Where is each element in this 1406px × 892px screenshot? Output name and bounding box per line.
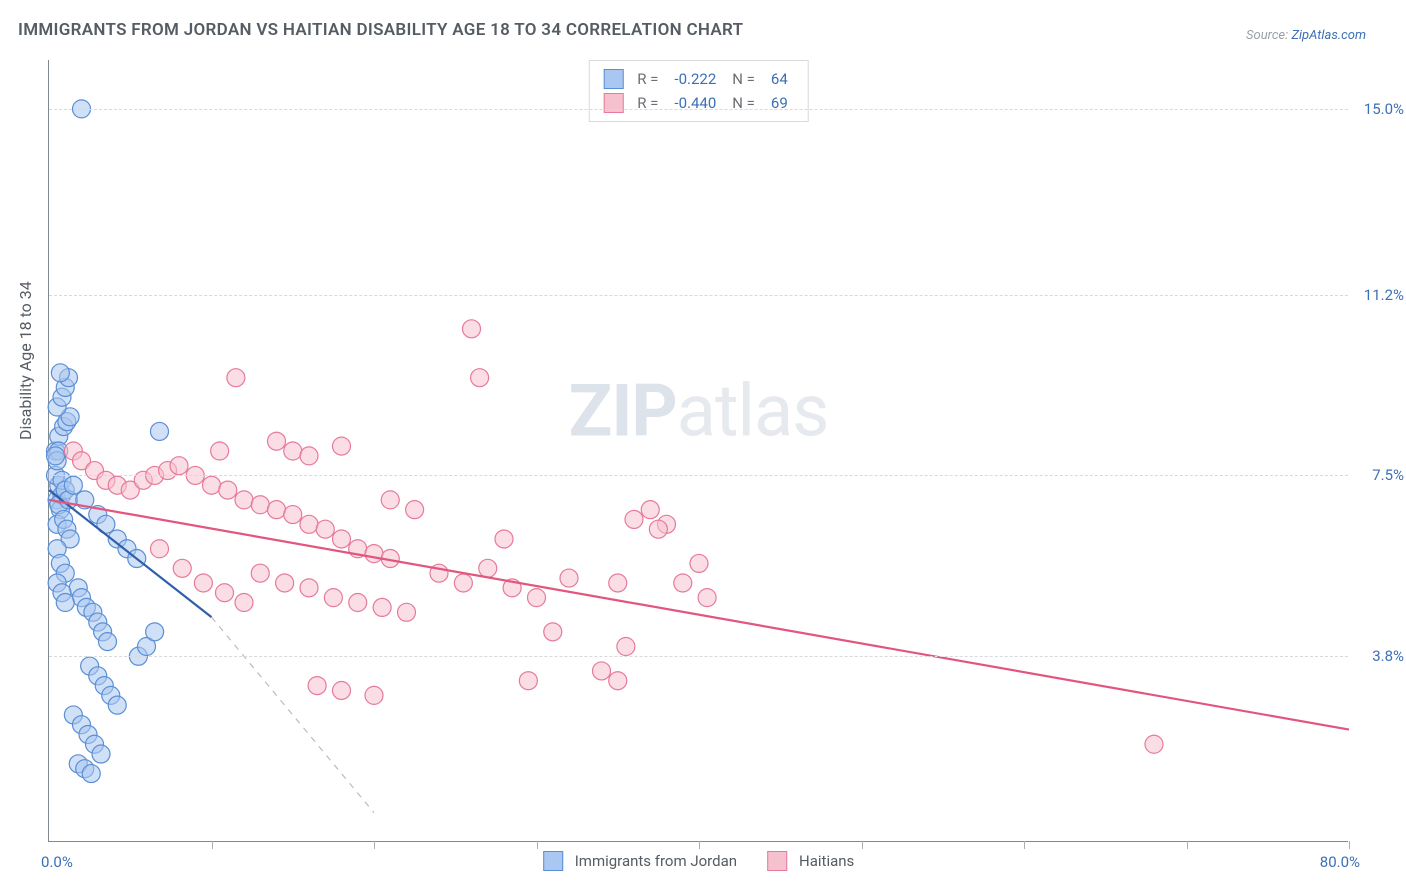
- point-jordan: [47, 447, 65, 465]
- point-haitians: [284, 442, 302, 460]
- x-tick: [862, 841, 863, 849]
- point-haitians: [609, 574, 627, 592]
- gridline: [49, 109, 1348, 110]
- source-credit: Source: ZipAtlas.com: [1246, 28, 1366, 43]
- point-jordan: [64, 476, 82, 494]
- point-haitians: [219, 481, 237, 499]
- source-label: Source:: [1246, 28, 1288, 43]
- point-haitians: [641, 501, 659, 519]
- point-haitians: [276, 574, 294, 592]
- plot-area: ZIPatlas R = -0.222 N = 64 R = -0.440 N …: [48, 60, 1348, 842]
- x-tick: [1024, 841, 1025, 849]
- gridline: [49, 656, 1348, 657]
- point-jordan: [56, 594, 74, 612]
- point-haitians: [544, 623, 562, 641]
- point-haitians: [674, 574, 692, 592]
- point-haitians: [251, 496, 269, 514]
- x-tick: [1349, 841, 1350, 849]
- point-haitians: [300, 447, 318, 465]
- regression-extrapolation-jordan: [212, 617, 375, 813]
- x-tick: [699, 841, 700, 849]
- point-haitians: [479, 559, 497, 577]
- point-haitians: [211, 442, 229, 460]
- point-haitians: [300, 515, 318, 533]
- point-haitians: [349, 594, 367, 612]
- point-haitians: [300, 579, 318, 597]
- point-haitians: [151, 540, 169, 558]
- x-min-label: 0.0%: [41, 853, 73, 871]
- point-haitians: [698, 589, 716, 607]
- source-link[interactable]: ZipAtlas.com: [1291, 28, 1366, 43]
- point-haitians: [495, 530, 513, 548]
- point-haitians: [365, 545, 383, 563]
- legend-item-jordan: Immigrants from Jordan: [543, 851, 737, 871]
- point-haitians: [649, 520, 667, 538]
- point-haitians: [406, 501, 424, 519]
- point-jordan: [151, 422, 169, 440]
- point-haitians: [398, 603, 416, 621]
- y-tick-label: 11.2%: [1364, 286, 1404, 304]
- point-haitians: [625, 510, 643, 528]
- point-haitians: [235, 491, 253, 509]
- point-haitians: [235, 594, 253, 612]
- point-haitians: [333, 437, 351, 455]
- point-haitians: [560, 569, 578, 587]
- point-haitians: [528, 589, 546, 607]
- y-axis-label: Disability Age 18 to 34: [16, 281, 35, 440]
- point-haitians: [268, 432, 286, 450]
- x-tick: [537, 841, 538, 849]
- point-haitians: [519, 672, 537, 690]
- point-haitians: [617, 638, 635, 656]
- x-tick: [1187, 841, 1188, 849]
- legend-item-haitians: Haitians: [767, 851, 854, 871]
- point-haitians: [333, 530, 351, 548]
- chart-svg: [49, 60, 1348, 841]
- point-haitians: [173, 559, 191, 577]
- point-haitians: [227, 369, 245, 387]
- regression-line-haitians: [49, 500, 1349, 730]
- swatch-haitians: [767, 851, 787, 871]
- point-jordan: [99, 633, 117, 651]
- point-haitians: [471, 369, 489, 387]
- x-max-label: 80.0%: [1320, 853, 1360, 871]
- point-haitians: [463, 320, 481, 338]
- point-jordan: [82, 765, 100, 783]
- y-tick-label: 3.8%: [1372, 647, 1404, 665]
- series-legend: Immigrants from Jordan Haitians: [543, 851, 855, 871]
- point-haitians: [373, 598, 391, 616]
- point-haitians: [251, 564, 269, 582]
- point-haitians: [268, 501, 286, 519]
- y-tick-label: 7.5%: [1372, 466, 1404, 484]
- gridline: [49, 475, 1348, 476]
- point-haitians: [593, 662, 611, 680]
- x-tick: [212, 841, 213, 849]
- point-jordan: [92, 745, 110, 763]
- gridline: [49, 295, 1348, 296]
- chart-title: IMMIGRANTS FROM JORDAN VS HAITIAN DISABI…: [18, 20, 743, 40]
- point-haitians: [454, 574, 472, 592]
- point-haitians: [381, 491, 399, 509]
- point-jordan: [108, 696, 126, 714]
- point-haitians: [1145, 735, 1163, 753]
- point-haitians: [316, 520, 334, 538]
- point-haitians: [194, 574, 212, 592]
- point-jordan: [51, 364, 69, 382]
- point-haitians: [170, 457, 188, 475]
- legend-label-jordan: Immigrants from Jordan: [575, 852, 737, 870]
- point-haitians: [324, 589, 342, 607]
- point-haitians: [333, 681, 351, 699]
- point-haitians: [203, 476, 221, 494]
- x-tick: [374, 841, 375, 849]
- point-haitians: [365, 686, 383, 704]
- point-haitians: [609, 672, 627, 690]
- swatch-jordan: [543, 851, 563, 871]
- legend-label-haitians: Haitians: [799, 852, 854, 870]
- y-tick-label: 15.0%: [1364, 100, 1404, 118]
- point-haitians: [284, 506, 302, 524]
- point-jordan: [146, 623, 164, 641]
- point-haitians: [690, 554, 708, 572]
- point-haitians: [308, 677, 326, 695]
- point-haitians: [216, 584, 234, 602]
